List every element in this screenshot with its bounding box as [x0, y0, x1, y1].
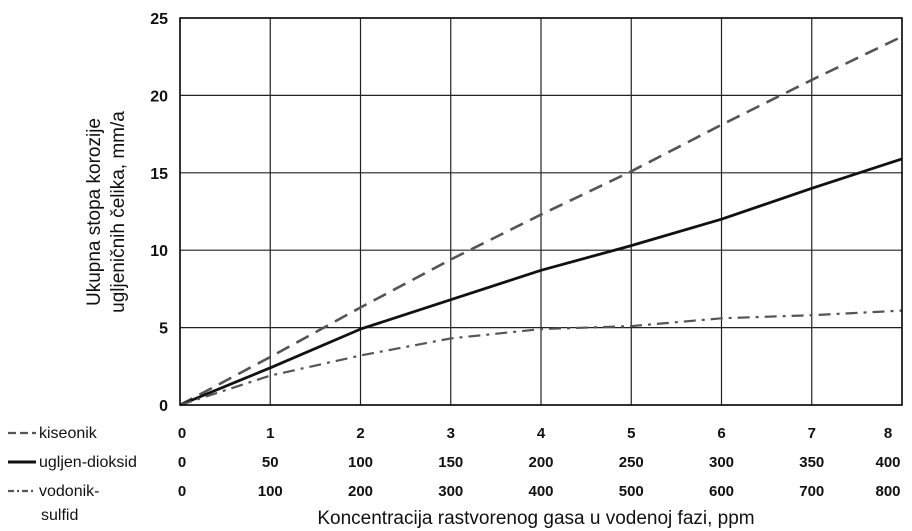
x-tick-label: 800: [875, 483, 900, 500]
x-tick-label: 300: [438, 483, 463, 500]
y-axis-label-line-1: Ukupna stopa korozije: [84, 118, 105, 306]
x-tick-label: 0: [178, 483, 186, 500]
x-tick-label: 400: [528, 483, 553, 500]
x-tick-label: 0: [178, 454, 186, 471]
x-tick-label: 7: [808, 425, 816, 442]
y-tick-label: 0: [159, 398, 168, 415]
x-tick-label: 5: [627, 425, 635, 442]
x-tick-label: 400: [875, 454, 900, 471]
y-tick-labels: 0 5 10 15 20 25: [150, 11, 168, 415]
series-line-kiseonik: [179, 35, 903, 407]
x-tick-label: 4: [537, 425, 546, 442]
x-tick-label: 300: [709, 454, 734, 471]
x-tick-label: 0: [178, 425, 186, 442]
x-tick-label: 200: [528, 454, 553, 471]
x-tick-label: 250: [619, 454, 644, 471]
y-axis-label-line-2: ugljeničnih čelika, mm/a: [108, 111, 129, 313]
x-tick-label: 100: [348, 454, 373, 471]
y-tick-label: 25: [150, 11, 168, 28]
series-line-vodonik-sulfid: [179, 309, 903, 407]
x-tick-label: 6: [717, 425, 725, 442]
x-axis-label: Koncentracija rastvorenog gasa u vodenoj…: [317, 508, 754, 529]
x-tick-label: 600: [709, 483, 734, 500]
x-tick-label: 2: [356, 425, 364, 442]
x-tick-label: 100: [258, 483, 283, 500]
x-tick-label: 3: [447, 425, 455, 442]
x-tick-label: 500: [619, 483, 644, 500]
x-tick-label: 700: [799, 483, 824, 500]
plot-frame: [179, 17, 903, 406]
x-tick-label: 50: [262, 454, 279, 471]
x-tick-label: 200: [348, 483, 373, 500]
y-tick-label: 20: [150, 88, 168, 105]
legend-label: vodonik-: [39, 483, 99, 500]
y-tick-label: 5: [159, 321, 168, 338]
x-tick-label: 1: [266, 425, 274, 442]
x-tick-label: 150: [438, 454, 463, 471]
legend: kiseonik ugljen-dioksid vodonik-sulfid: [8, 425, 137, 524]
x-tick-label: 8: [884, 425, 892, 442]
series-line-ugljen-dioksid: [179, 157, 903, 407]
x-tick-label: 350: [799, 454, 824, 471]
legend-label: ugljen-dioksid: [39, 454, 137, 471]
series-lines: [179, 35, 903, 407]
x-tick-labels: 0 1 2 3 4 5 6 7 8 0 50 100 150 200 250 300 350 400 0 100 200…: [178, 425, 901, 500]
legend-label: sulfid: [41, 507, 78, 524]
y-tick-label: 10: [150, 243, 168, 260]
legend-label: kiseonik: [39, 425, 98, 442]
y-tick-label: 15: [150, 166, 168, 183]
